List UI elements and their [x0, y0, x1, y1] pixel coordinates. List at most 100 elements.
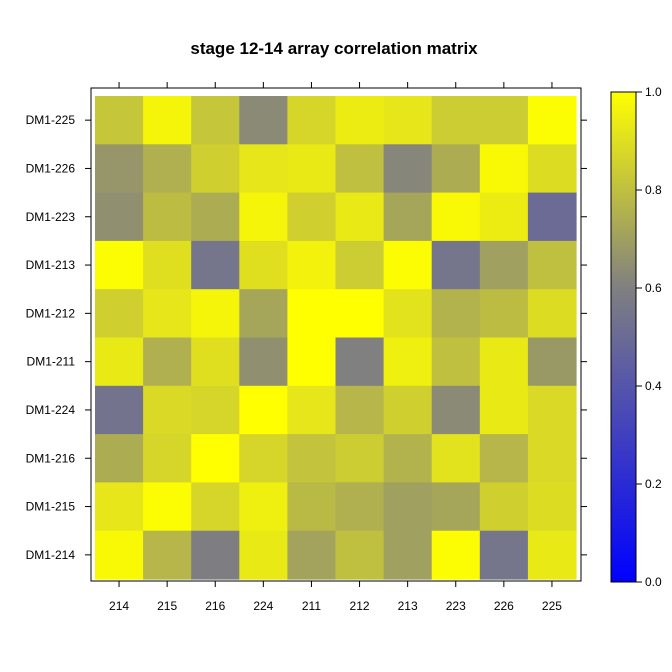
heatmap-cell: [383, 192, 433, 242]
heatmap-cell: [287, 96, 337, 145]
heatmap-cell: [527, 240, 577, 290]
heatmap-cell: [287, 192, 337, 242]
heatmap-cell: [95, 192, 144, 242]
heatmap-cell: [143, 337, 192, 387]
heatmap-cell: [335, 434, 385, 483]
heatmap-cell: [95, 289, 144, 339]
x-tick-label: 226: [494, 599, 514, 613]
heatmap-cell: [143, 385, 192, 435]
colorbar-tick-label: 0.6: [645, 281, 662, 295]
colorbar-tick-label: 0.4: [645, 379, 662, 393]
heatmap-cell: [527, 337, 577, 387]
colorbar-tick-label: 0.0: [645, 575, 662, 589]
x-tick-label: 223: [446, 599, 466, 613]
heatmap-cell: [431, 337, 481, 387]
heatmap-cell: [335, 240, 385, 290]
heatmap-cell: [335, 385, 385, 435]
colorbar-tick-label: 0.8: [645, 183, 662, 197]
heatmap-cell: [239, 289, 288, 339]
heatmap-cell: [431, 240, 481, 290]
heatmap-cell: [479, 530, 529, 580]
heatmap-cell: [143, 144, 192, 194]
x-axis: 214 215 216 224 211 212 213 223 226 225: [109, 82, 562, 613]
colorbar-tick-label: 0.2: [645, 477, 662, 491]
heatmap-cell: [143, 289, 192, 339]
heatmap-cell: [527, 530, 577, 580]
heatmap-cell: [383, 482, 433, 532]
heatmap-cell: [431, 530, 481, 580]
heatmap-cell: [191, 289, 240, 339]
heatmap-cell: [479, 192, 529, 242]
heatmap-cell: [191, 240, 240, 290]
heatmap-cell: [239, 482, 288, 532]
heatmap-cell: [479, 482, 529, 532]
heatmap-cell: [383, 337, 433, 387]
heatmap-cell: [383, 240, 433, 290]
heatmap-cell: [191, 385, 240, 435]
heatmap-cell: [431, 289, 481, 339]
heatmap-cell: [95, 240, 144, 290]
heatmap-cell: [239, 144, 288, 194]
heatmap-cell: [191, 144, 240, 194]
heatmap-cell: [95, 482, 144, 532]
x-tick-label: 211: [302, 599, 321, 613]
heatmap-cell: [527, 289, 577, 339]
heatmap-cell: [287, 530, 337, 580]
colorbar: [610, 91, 637, 583]
x-tick-label: 212: [350, 599, 370, 613]
x-tick-label: 225: [542, 599, 562, 613]
y-tick-label: DM1-214: [26, 548, 76, 562]
colorbar-tick-label: 1.0: [645, 85, 662, 99]
heatmap-cell: [527, 482, 577, 532]
heatmap-cell: [479, 337, 529, 387]
heatmap-cell: [287, 482, 337, 532]
heatmap-cell: [383, 385, 433, 435]
heatmap-cell: [479, 240, 529, 290]
heatmap-cell: [431, 482, 481, 532]
heatmap-cell: [527, 144, 577, 194]
heatmap-cell: [143, 96, 192, 145]
heatmap-cell: [479, 289, 529, 339]
heatmap-cell: [191, 434, 240, 483]
y-axis: DM1-225 DM1-226 DM1-223 DM1-213 DM1-212 DM1-2…: [26, 113, 587, 562]
heatmap-cell: [95, 385, 144, 435]
heatmap-cell: [287, 434, 337, 483]
heatmap-cell: [335, 144, 385, 194]
heatmap-cell: [95, 144, 144, 194]
heatmap-cell: [143, 192, 192, 242]
heatmap-cell: [239, 96, 288, 145]
heatmap-cell: [143, 530, 192, 580]
heatmap-cell: [335, 96, 385, 145]
heatmap-cell: [95, 434, 144, 483]
heatmap-cell: [479, 385, 529, 435]
heatmap-cell: [335, 482, 385, 532]
heatmap-cell: [383, 144, 433, 194]
x-tick-label: 216: [205, 599, 225, 613]
y-tick-label: DM1-215: [26, 500, 76, 514]
y-tick-label: DM1-212: [26, 306, 76, 320]
heatmap-cell: [431, 144, 481, 194]
heatmap-cell: [191, 337, 240, 387]
heatmap-cell: [95, 96, 144, 145]
heatmap-cell: [287, 385, 337, 435]
heatmap-cell: [191, 192, 240, 242]
heatmap-cell: [287, 337, 337, 387]
heatmap-cell: [239, 337, 288, 387]
heatmap-cell: [143, 434, 192, 483]
heatmap-cell: [287, 144, 337, 194]
heatmap-cell: [287, 289, 337, 339]
heatmap-cell: [239, 434, 288, 483]
heatmap-cell: [143, 482, 192, 532]
y-tick-label: DM1-216: [26, 451, 76, 465]
heatmap-cell: [287, 240, 337, 290]
x-tick-label: 224: [253, 599, 273, 613]
heatmap-cell: [239, 192, 288, 242]
heatmap-cell: [191, 530, 240, 580]
heatmap-cell: [383, 96, 433, 145]
heatmap-cell: [191, 482, 240, 532]
heatmap-cell: [335, 337, 385, 387]
heatmap-cell: [191, 96, 240, 145]
heatmap-cell: [335, 530, 385, 580]
heatmap-cell: [479, 144, 529, 194]
